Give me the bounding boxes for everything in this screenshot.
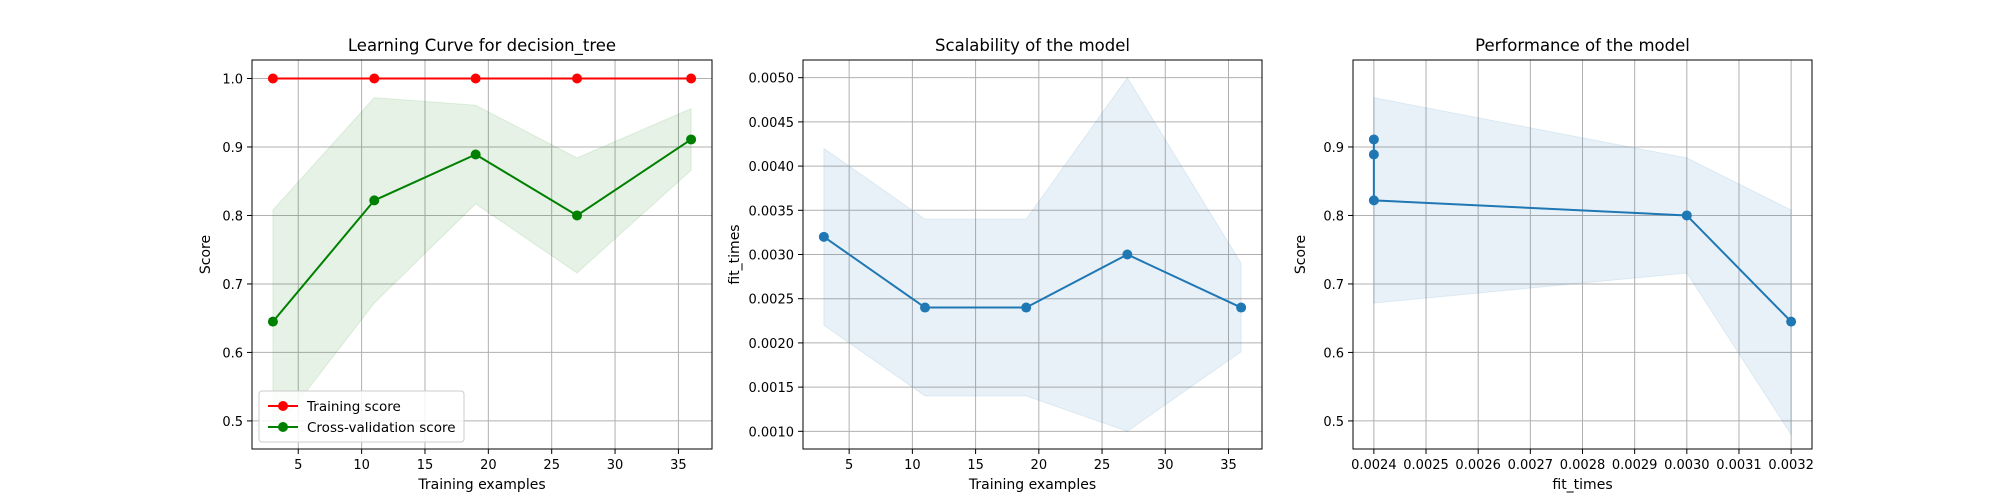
x-tick-label: 0.0027 [1508,458,1554,473]
x-tick-label: 0.0026 [1455,458,1501,473]
y-axis-label: Score [198,235,214,274]
chart-title: Scalability of the model [935,36,1130,55]
data-point [470,73,481,84]
x-tick-label: 10 [353,458,370,473]
y-axis-label: Score [1293,235,1309,274]
data-point [920,302,931,313]
x-tick-label: 30 [1157,458,1174,473]
data-point [1122,249,1133,260]
y-tick-label: 0.0035 [749,204,795,219]
data-point [267,316,278,327]
x-tick-label: 5 [845,458,853,473]
y-tick-label: 0.7 [222,278,243,293]
data-point [1368,195,1379,206]
x-tick-label: 15 [417,458,434,473]
x-tick-label: 5 [294,458,302,473]
y-tick-label: 0.6 [1323,346,1344,361]
y-tick-label: 0.8 [1323,209,1344,224]
x-axis-label: Training examples [968,477,1096,493]
x-tick-label: 25 [1094,458,1111,473]
data-point [572,73,583,84]
y-tick-label: 0.0015 [749,381,795,396]
y-tick-label: 0.7 [1323,278,1344,293]
y-tick-label: 0.0040 [749,160,795,175]
chart-title: Learning Curve for decision_tree [348,36,616,56]
x-tick-label: 0.0031 [1716,458,1762,473]
legend-marker [278,422,288,432]
x-tick-label: 15 [967,458,984,473]
data-point [1786,316,1797,327]
legend-box [258,390,465,443]
data-point [1681,210,1692,221]
y-axis-label: fit_times [727,224,743,284]
data-point [1021,302,1032,313]
y-tick-label: 1.0 [222,72,243,87]
y-tick-label: 0.8 [222,209,243,224]
x-tick-label: 0.0024 [1351,458,1397,473]
chart-title: Performance of the model [1475,36,1690,55]
subplot-3 [1348,59,1813,454]
y-tick-label: 0.0030 [749,249,795,264]
data-point [818,231,829,242]
subplot-2 [798,59,1263,454]
legend-entry: Cross-validation score [307,420,456,436]
x-tick-label: 20 [480,458,497,473]
axes-frame [251,59,713,450]
y-tick-label: 0.5 [1323,415,1344,430]
x-tick-label: 25 [543,458,560,473]
data-point [1368,134,1379,145]
legend-entry: Training score [306,399,401,415]
x-tick-label: 0.0028 [1560,458,1606,473]
y-tick-label: 0.9 [222,141,243,156]
x-tick-label: 0.0029 [1612,458,1658,473]
x-tick-label: 0.0032 [1768,458,1814,473]
confidence-band [823,76,1242,432]
legend-marker [278,401,288,411]
data-point [470,149,481,160]
x-tick-label: 20 [1031,458,1048,473]
data-point [267,73,278,84]
data-point [1236,302,1247,313]
y-tick-label: 0.6 [222,346,243,361]
y-tick-label: 0.0045 [749,116,795,131]
x-tick-label: 35 [670,458,687,473]
x-tick-label: 35 [1220,458,1237,473]
y-tick-label: 0.0020 [749,337,795,352]
y-tick-label: 0.9 [1323,141,1344,156]
y-tick-label: 0.0050 [749,72,795,87]
x-tick-label: 10 [904,458,921,473]
data-point [686,73,697,84]
y-tick-label: 0.0025 [749,293,795,308]
x-tick-label: 0.0025 [1403,458,1449,473]
y-tick-label: 0.5 [222,415,243,430]
data-point [369,73,380,84]
x-axis-label: fit_times [1552,477,1612,493]
x-tick-label: 0.0030 [1664,458,1710,473]
data-point [1368,149,1379,160]
data-point [572,210,583,221]
y-tick-label: 0.0010 [749,425,795,440]
confidence-band [272,97,692,437]
data-point [369,195,380,206]
x-tick-label: 30 [607,458,624,473]
x-axis-label: Training examples [417,477,545,493]
subplot-1 [247,59,713,454]
data-point [686,134,697,145]
